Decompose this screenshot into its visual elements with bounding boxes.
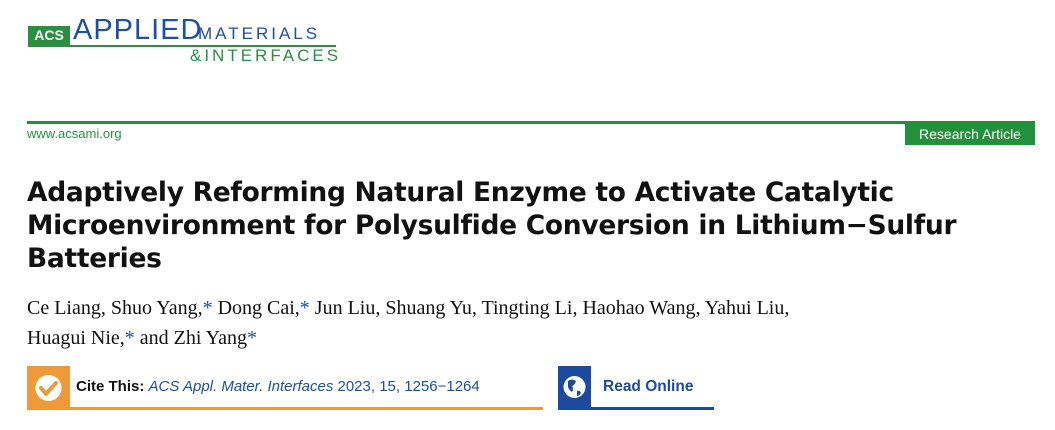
website-link[interactable]: www.acsami.org <box>27 126 122 141</box>
logo-acs: ACS <box>28 26 70 45</box>
author[interactable]: Jun Liu, <box>314 297 381 319</box>
read-online-underline <box>558 407 714 410</box>
author[interactable]: Tingting Li, <box>481 297 578 319</box>
author[interactable]: Haohao Wang, <box>582 297 701 319</box>
logo-rule <box>28 45 336 47</box>
logo-applied: APPLIED <box>73 14 203 46</box>
cite-button[interactable] <box>27 366 70 410</box>
globe-icon <box>563 376 586 398</box>
author[interactable]: Yahui Liu, <box>704 297 790 319</box>
author[interactable]: Shuo Yang,* <box>110 297 213 319</box>
read-online-link[interactable]: Read Online <box>603 378 694 395</box>
read-online-button[interactable] <box>558 366 591 410</box>
logo-materials: MATERIALS <box>198 24 321 43</box>
author[interactable]: Shuang Yu, <box>385 297 477 319</box>
author[interactable]: Ce Liang, <box>27 297 106 319</box>
checkmark-icon <box>35 375 62 401</box>
author[interactable]: Dong Cai,* <box>217 297 310 319</box>
author-list: Ce Liang, Shuo Yang,* Dong Cai,* Jun Liu… <box>27 293 1027 353</box>
author[interactable]: Huagui Nie,* <box>27 327 135 349</box>
author[interactable]: and Zhi Yang* <box>139 327 257 349</box>
cite-underline <box>27 407 543 410</box>
citation[interactable]: Cite This: ACS Appl. Mater. Interfaces 2… <box>76 378 480 395</box>
article-type-badge: Research Article <box>905 124 1035 145</box>
article-title: Adaptively Reforming Natural Enzyme to A… <box>27 177 957 274</box>
header-rule <box>27 121 1035 124</box>
logo-interfaces: &INTERFACES <box>190 46 342 65</box>
